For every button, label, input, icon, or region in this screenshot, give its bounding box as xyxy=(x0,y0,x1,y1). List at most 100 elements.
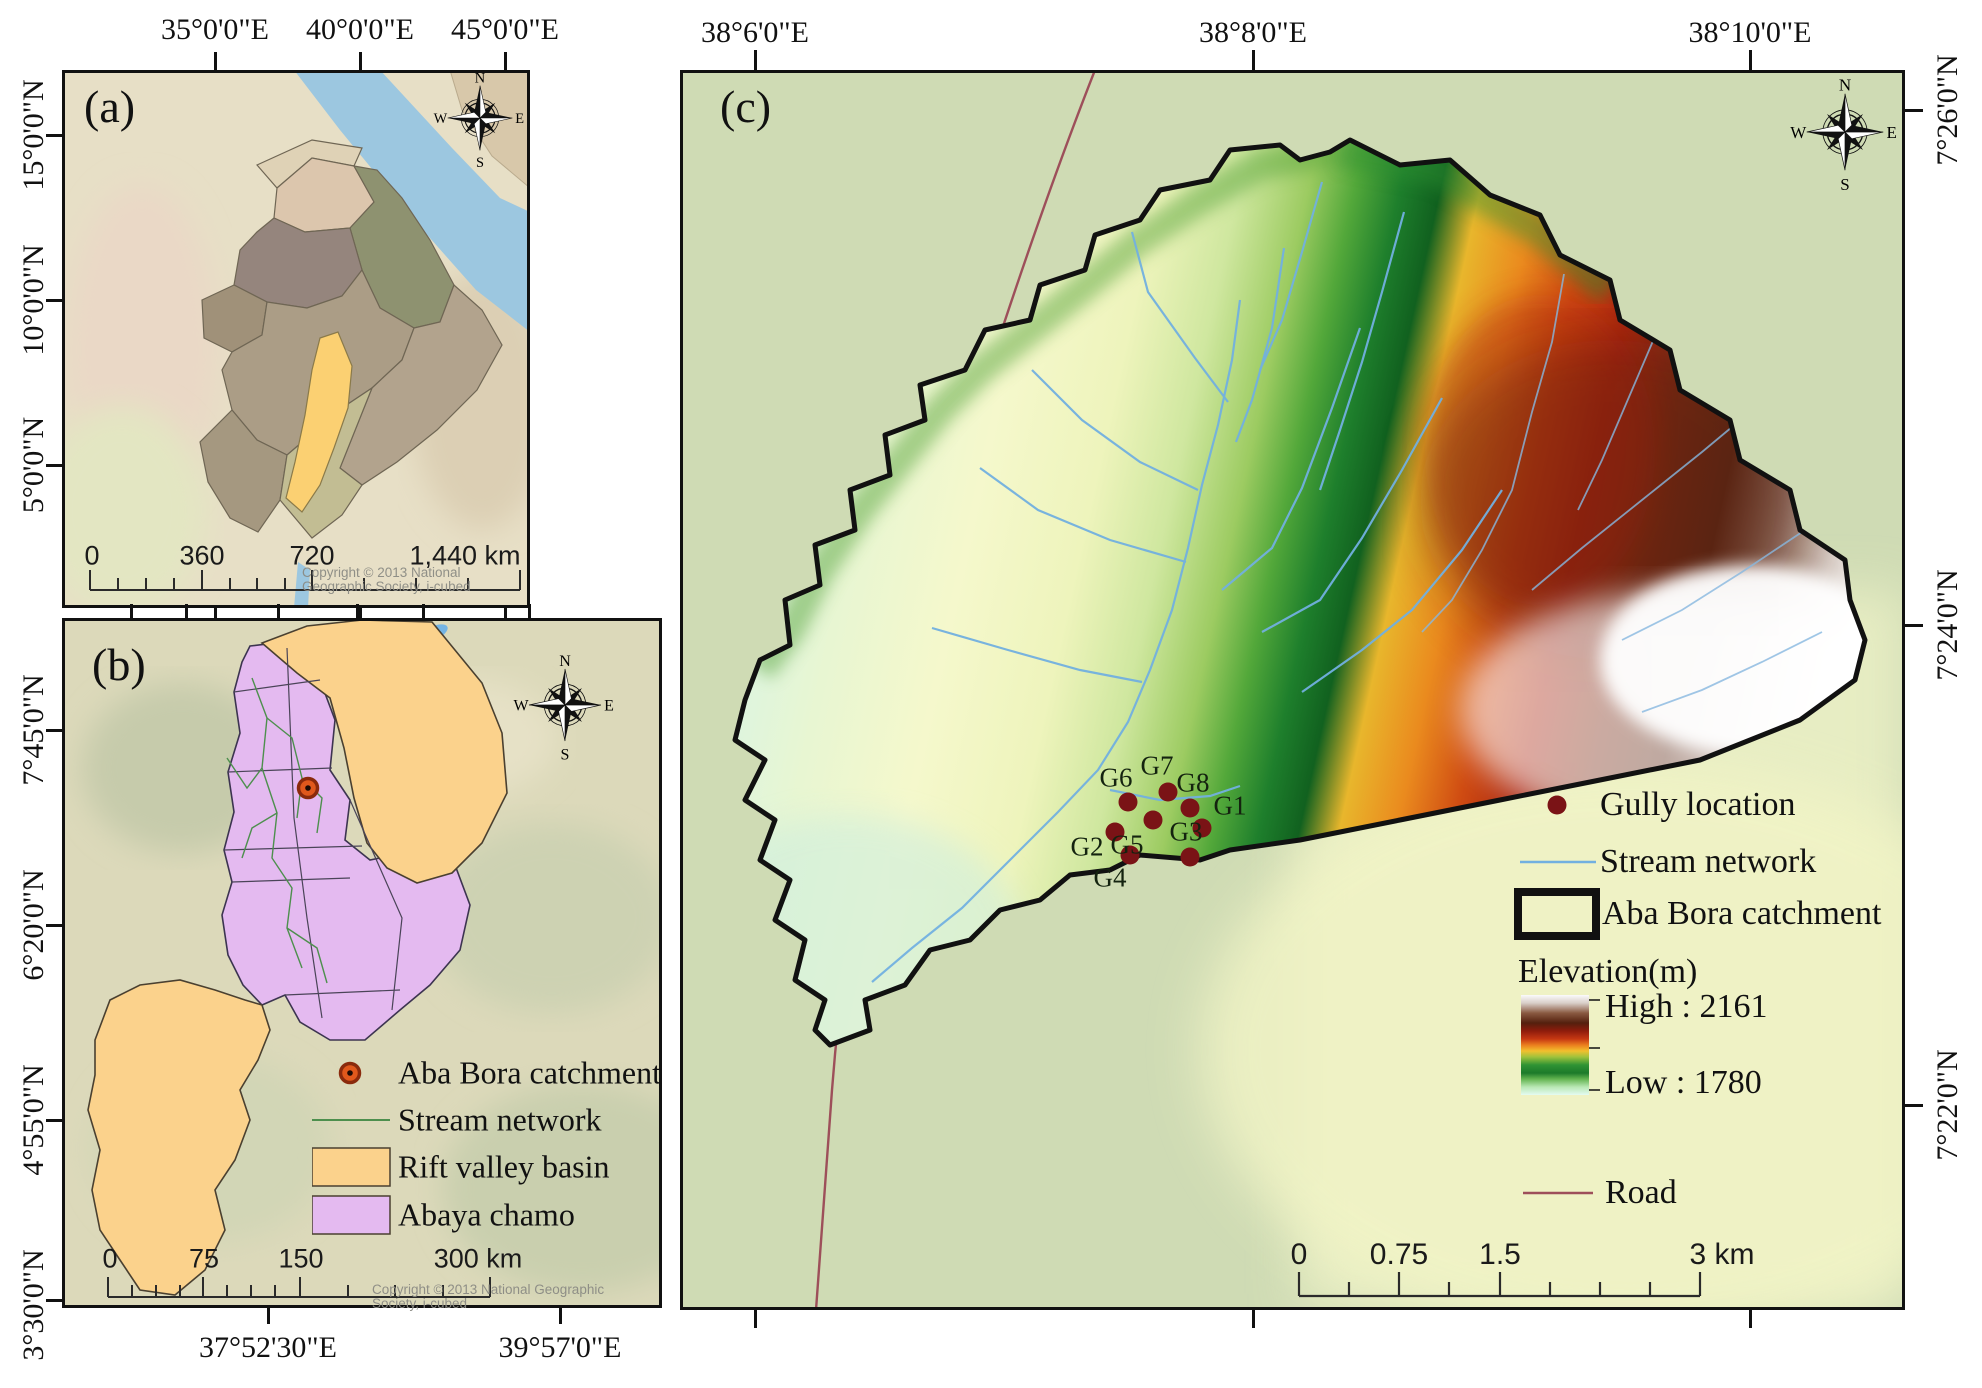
compass-rose: N E S W xyxy=(1790,75,1897,193)
tick xyxy=(277,604,280,618)
red-sea-gulf-of-aden xyxy=(294,70,530,332)
scalebar-a-1440: 1,440 km xyxy=(409,540,521,571)
scalebar-c-075: 0.75 xyxy=(1369,1238,1429,1271)
scalebar-c-15: 1.5 xyxy=(1479,1238,1521,1271)
rift-valley-basin-southwest xyxy=(87,979,271,1296)
tick xyxy=(1749,50,1752,70)
gully-dot xyxy=(1192,818,1212,838)
tick xyxy=(504,52,507,70)
tick xyxy=(359,608,362,622)
legend-c-gully: Gully location xyxy=(1600,786,1796,823)
panel-a-map: N E S W xyxy=(62,70,530,608)
axis-label-lat: 7°45'0"N xyxy=(17,674,50,786)
tick xyxy=(46,1119,62,1122)
tick xyxy=(46,1299,62,1302)
axis-label-lon: 45°0'0"E xyxy=(451,13,559,46)
compass-s: S xyxy=(561,746,570,763)
legend-b-abaya: Abaya chamo xyxy=(398,1196,575,1233)
tick xyxy=(185,604,188,618)
axis-label-lat: 3°30'0"N xyxy=(17,1249,50,1361)
panel-b-frame xyxy=(62,618,662,1308)
gully-label-g7: G7 xyxy=(1140,750,1174,781)
scalebar-b-bar xyxy=(107,1277,491,1298)
sub-basin-borders xyxy=(223,647,403,1019)
legend-b-stream: Stream network xyxy=(398,1101,602,1138)
legend-gully-dot xyxy=(1547,795,1567,815)
tick xyxy=(1905,109,1923,112)
tick xyxy=(422,604,425,618)
scalebar-a-0: 0 xyxy=(84,540,100,571)
compass-s: S xyxy=(1840,175,1849,194)
tick xyxy=(1252,50,1255,70)
gully-label-g6: G6 xyxy=(1099,762,1133,793)
tick xyxy=(214,52,217,70)
gully-label-g3: G3 xyxy=(1169,816,1203,847)
rift-valley-basin-highlight xyxy=(285,331,353,513)
gully-dot xyxy=(1120,845,1140,865)
scalebar-a-bar xyxy=(89,570,521,591)
gully-dots xyxy=(1105,782,1212,867)
catchment-boundary xyxy=(732,137,1868,1048)
axis-label-lat: 5°0'0"N xyxy=(17,416,50,514)
panel-b-legend-symbols xyxy=(312,1061,391,1235)
gully-dot xyxy=(1158,782,1178,802)
axis-label-lat: 15°0'0"N xyxy=(17,79,50,191)
compass-w: W xyxy=(1790,123,1807,142)
copyright-text: Copyright © 2013 National Geographic Soc… xyxy=(372,1282,605,1311)
gully-label-g1: G1 xyxy=(1213,790,1247,821)
tick xyxy=(1905,624,1923,627)
tick xyxy=(46,924,62,927)
panel-a-letter: (a) xyxy=(84,81,136,132)
axis-label-lon: 38°6'0"E xyxy=(701,16,809,49)
scalebar-c-bar xyxy=(1297,1272,1702,1298)
compass-e: E xyxy=(1887,123,1897,142)
legend-c-elevation-low: Low : 1780 xyxy=(1605,1064,1762,1101)
axis-label-lat: 7°26'0"N xyxy=(1931,54,1964,166)
tick xyxy=(46,299,62,302)
legend-c-stream: Stream network xyxy=(1600,843,1817,880)
compass-e: E xyxy=(604,698,614,715)
region-snnp xyxy=(199,409,288,533)
scalebar-c-0: 0 xyxy=(1290,1238,1308,1271)
gully-dot xyxy=(1180,798,1200,818)
tick xyxy=(754,1310,757,1328)
axis-label-lon: 37°52'30"E xyxy=(199,1331,337,1364)
gully-dot xyxy=(1143,810,1163,830)
ethiopia-regions xyxy=(199,139,503,539)
compass-s: S xyxy=(476,155,484,171)
scalebar-a-360: 360 xyxy=(179,540,225,571)
tick xyxy=(214,608,217,622)
panel-b-letter: (b) xyxy=(92,639,146,690)
axis-label-lon: 38°10'0"E xyxy=(1688,16,1812,49)
gully-label-g8: G8 xyxy=(1176,767,1210,798)
scalebar-a-720: 720 xyxy=(289,540,335,571)
compass-w: W xyxy=(434,111,448,127)
gully-label-g5: G5 xyxy=(1110,829,1144,860)
tick xyxy=(754,50,757,70)
gully-dot xyxy=(1105,822,1125,842)
axis-label-lat: 10°0'0"N xyxy=(17,244,50,356)
gully-dot xyxy=(1180,847,1200,867)
tick xyxy=(46,134,62,137)
compass-n: N xyxy=(559,653,571,670)
legend-c-road: Road xyxy=(1605,1174,1677,1211)
panel-b-map: N E S W xyxy=(62,618,662,1308)
scalebar-b-75: 75 xyxy=(188,1243,220,1274)
gully-label-g2: G2 xyxy=(1070,831,1104,862)
stream-network-blue xyxy=(871,181,1503,983)
abaya-chamo-basin xyxy=(221,639,471,1041)
legend-b-aba-bora: Aba Bora catchment xyxy=(398,1054,661,1091)
panel-c-frame xyxy=(680,70,1905,1310)
relief-shading xyxy=(62,405,207,608)
tick xyxy=(1749,1310,1752,1328)
stream-network-blue-east xyxy=(1421,273,1823,713)
panel-a-frame xyxy=(62,70,530,608)
panel-c-letter: (c) xyxy=(720,81,772,132)
tick xyxy=(528,604,531,618)
scalebar-b-0: 0 xyxy=(102,1243,118,1274)
tick xyxy=(46,729,62,732)
compass-rose: N E S W xyxy=(434,71,525,171)
relief-shading xyxy=(82,683,282,853)
scalebar-b-150: 150 xyxy=(278,1243,324,1274)
